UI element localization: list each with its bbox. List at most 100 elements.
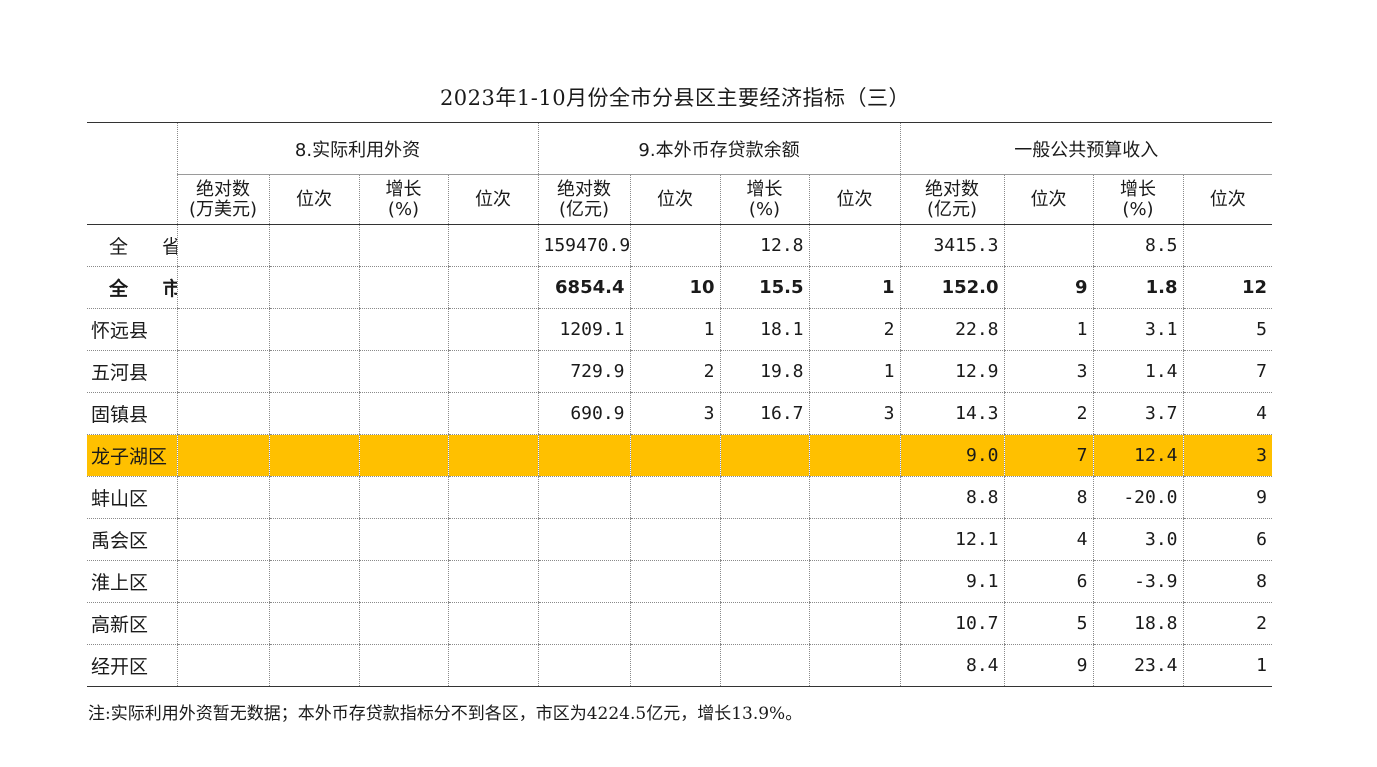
- table-cell: [1003, 224, 1093, 267]
- table-cell: 3: [1003, 350, 1093, 393]
- row-label: 固镇县: [87, 392, 177, 435]
- table-cell: 4: [1003, 518, 1093, 561]
- table-cell: [629, 224, 720, 267]
- header-group-row: 8.实际利用外资 9.本外币存贷款余额 一般公共预算收入: [87, 122, 1272, 175]
- table-cell: [447, 350, 538, 393]
- table-row: 全 省 159470.9 12.8 3415.3 8.5: [87, 224, 1272, 267]
- table-cell: 3415.3: [899, 224, 1004, 267]
- group-header-foreign-investment: 8.实际利用外资: [176, 122, 538, 175]
- table-cell: [808, 224, 900, 267]
- table-cell: [719, 434, 809, 477]
- sub-header-line: (亿元): [926, 198, 978, 220]
- table-cell: [808, 560, 900, 603]
- table-cell: 8.4: [899, 644, 1004, 687]
- table-cell: -3.9: [1092, 560, 1183, 603]
- table-cell: [358, 350, 448, 393]
- table-cell: [629, 518, 720, 561]
- table-cell: 729.9: [537, 350, 630, 393]
- sub-header-cell: 位次: [447, 174, 538, 225]
- table-cell: 10: [629, 266, 720, 309]
- table-row: 蚌山区 8.8 8 -20.0 9: [87, 476, 1272, 519]
- sub-header-line: 位次: [1209, 188, 1246, 210]
- group-header-deposit-loan-balance: 9.本外币存贷款余额: [537, 122, 900, 175]
- table-cell: [358, 266, 448, 309]
- table-cell: 3.7: [1092, 392, 1183, 435]
- table-cell: 19.8: [719, 350, 809, 393]
- table-cell: [719, 518, 809, 561]
- table-cell: [176, 266, 269, 309]
- sub-header-cell: 位次: [268, 174, 359, 225]
- table-cell: [358, 476, 448, 519]
- table-cell: 9: [1003, 266, 1093, 309]
- table-cell: 6: [1003, 560, 1093, 603]
- table-cell: 23.4: [1092, 644, 1183, 687]
- table-cell: 1: [1003, 308, 1093, 351]
- table-cell: [268, 476, 359, 519]
- table-cell: [1182, 224, 1272, 267]
- table-cell: 16.7: [719, 392, 809, 435]
- table-cell: [719, 560, 809, 603]
- table-cell: 8.8: [899, 476, 1004, 519]
- table-cell: [268, 644, 359, 687]
- sub-header-line: 位次: [296, 188, 332, 210]
- table-cell: 8: [1182, 560, 1272, 603]
- sub-header-line: 绝对数: [557, 178, 611, 200]
- table-cell: 2: [629, 350, 720, 393]
- table-cell: 6854.4: [537, 266, 630, 309]
- row-label: 高新区: [87, 602, 177, 645]
- row-label: 龙子湖区: [87, 434, 177, 477]
- table-cell: 9.1: [899, 560, 1004, 603]
- table-cell: [808, 644, 900, 687]
- table-cell: 10.7: [899, 602, 1004, 645]
- table-cell: [268, 518, 359, 561]
- table-cell: 8.5: [1092, 224, 1183, 267]
- sub-header-cell: 绝对数 (亿元): [537, 174, 630, 225]
- table-cell: [537, 518, 630, 561]
- table-cell: 12.8: [719, 224, 809, 267]
- header-sub-row: 绝对数 (万美元) 位次 增长 (%) 位次 绝对数 (亿元) 位次 增长 (%) 位次 绝对数 (亿元)…: [87, 174, 1272, 225]
- table-cell: [629, 602, 720, 645]
- sub-header-cell: 位次: [808, 174, 900, 225]
- sub-header-line: 增长: [1120, 178, 1156, 200]
- table-cell: [268, 308, 359, 351]
- row-label: 蚌山区: [87, 476, 177, 519]
- sub-header-line: 绝对数: [925, 178, 979, 200]
- table-cell: [719, 476, 809, 519]
- table-cell: 2: [1182, 602, 1272, 645]
- table-cell: [447, 476, 538, 519]
- sub-header-line: 绝对数: [196, 178, 250, 200]
- row-label: 淮上区: [87, 560, 177, 603]
- table-cell: 1209.1: [537, 308, 630, 351]
- table-cell: 22.8: [899, 308, 1004, 351]
- table-row: 五河县 729.9 2 19.8 1 12.9 3 1.4 7: [87, 350, 1272, 393]
- table-cell: [808, 518, 900, 561]
- table-cell: 12: [1182, 266, 1272, 309]
- sub-header-line: 增长: [385, 178, 422, 200]
- table-cell: 1: [1182, 644, 1272, 687]
- table-cell: [176, 476, 269, 519]
- group-header-public-budget-revenue: 一般公共预算收入: [899, 122, 1272, 175]
- sub-header-cell: 绝对数 (亿元): [899, 174, 1004, 225]
- sub-header-cell: 绝对数 (万美元): [176, 174, 269, 225]
- table-cell: [268, 224, 359, 267]
- corner-cell: [87, 122, 177, 175]
- table-cell: 14.3: [899, 392, 1004, 435]
- table-cell: [268, 350, 359, 393]
- economic-indicators-table: 8.实际利用外资 9.本外币存贷款余额 一般公共预算收入 绝对数 (万美元) 位次 增…: [87, 122, 1272, 687]
- table-cell: -20.0: [1092, 476, 1183, 519]
- table-cell: 1.4: [1092, 350, 1183, 393]
- table-cell: [447, 266, 538, 309]
- table-cell: [358, 434, 448, 477]
- table-cell: 18.1: [719, 308, 809, 351]
- table-cell: 3.0: [1092, 518, 1183, 561]
- table-cell: [358, 392, 448, 435]
- corner-cell-lower: [87, 174, 177, 225]
- table-cell: [358, 602, 448, 645]
- table-cell: [447, 560, 538, 603]
- table-cell: [176, 518, 269, 561]
- table-row: 龙子湖区 9.0 7 12.4 3: [87, 434, 1272, 477]
- sub-header-cell: 位次: [1003, 174, 1093, 225]
- sub-header-cell: 位次: [1182, 174, 1272, 225]
- table-cell: [629, 560, 720, 603]
- row-label: 全 省: [87, 224, 177, 267]
